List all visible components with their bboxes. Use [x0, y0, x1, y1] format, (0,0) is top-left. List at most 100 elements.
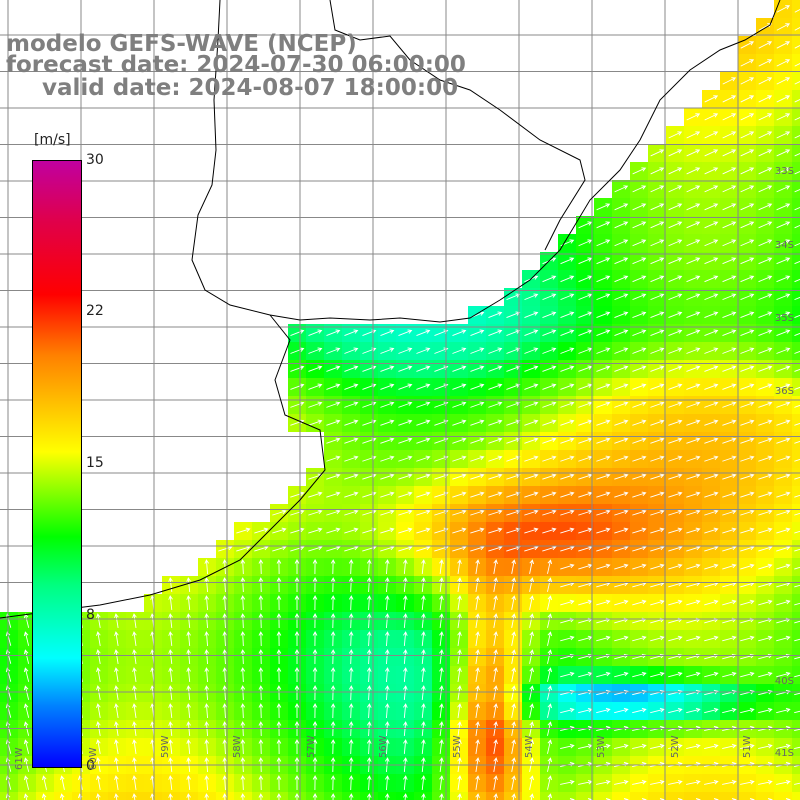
wind-arrow [614, 329, 629, 336]
wind-arrow [650, 437, 665, 444]
wind-arrow [366, 631, 372, 647]
wind-cell [792, 36, 800, 54]
wind-arrow [650, 167, 665, 175]
wind-arrow [596, 239, 611, 247]
wind-arrow [542, 383, 557, 390]
wind-arrow [704, 401, 719, 408]
wind-arrow [475, 739, 480, 754]
wind-cell [792, 216, 800, 234]
wind-cell [792, 522, 800, 540]
wind-arrow [132, 739, 137, 754]
wind-arrow [529, 739, 535, 754]
wind-arrow [312, 667, 318, 683]
wind-arrow [740, 707, 755, 714]
wind-arrow [380, 473, 395, 480]
wind-arrow [542, 329, 557, 336]
wind-arrow [240, 793, 246, 800]
wind-arrow [240, 667, 246, 683]
wind-arrow [186, 595, 191, 611]
wind-arrow [650, 743, 665, 750]
wind-arrow [475, 577, 480, 592]
wind-arrow [380, 437, 395, 444]
wind-arrow [758, 275, 773, 283]
wind-arrow [650, 509, 665, 516]
wind-arrow [493, 793, 498, 800]
wind-arrow [380, 383, 395, 390]
wind-arrow [488, 473, 503, 480]
wind-arrow [686, 365, 701, 372]
wind-arrow [470, 455, 485, 462]
wind-arrow [403, 703, 408, 719]
wind-arrow [704, 671, 719, 678]
wind-arrow [740, 635, 755, 642]
wind-arrow [290, 527, 305, 534]
wind-arrow [398, 383, 413, 390]
wind-arrow [722, 383, 737, 390]
wind-arrow [488, 437, 503, 444]
wind-arrow [794, 386, 800, 390]
colorbar-tick-0: 0 [86, 758, 95, 774]
wind-arrow [132, 685, 137, 700]
wind-arrow [493, 667, 498, 682]
wind-arrow [132, 703, 137, 718]
wind-arrow [686, 437, 701, 444]
wind-arrow [506, 419, 521, 426]
wind-arrow [384, 577, 390, 593]
wind-arrow [511, 559, 516, 574]
wind-arrow [614, 311, 629, 319]
wind-arrow [398, 473, 413, 480]
wind-arrow [794, 710, 800, 714]
wind-arrow [686, 275, 701, 283]
wind-arrow [632, 293, 647, 301]
wind-cell [792, 18, 800, 36]
wind-arrow [794, 134, 800, 139]
wind-arrow [258, 649, 264, 665]
lon-label: 54W [524, 735, 535, 758]
wind-arrow [758, 167, 773, 175]
wind-arrow [41, 775, 47, 790]
wind-arrow [560, 743, 575, 750]
wind-arrow [758, 509, 773, 516]
wind-arrow [614, 257, 629, 265]
wind-arrow [722, 347, 737, 354]
wind-arrow [240, 595, 246, 611]
wind-arrow [668, 275, 683, 283]
wind-arrow [776, 275, 791, 283]
wind-arrow [186, 613, 191, 629]
wind-arrow [366, 613, 372, 629]
wind-arrow [511, 649, 516, 664]
wind-arrow [348, 793, 354, 800]
wind-arrow [704, 311, 719, 319]
wind-arrow [344, 491, 359, 498]
wind-arrow [668, 563, 683, 570]
wind-arrow [560, 563, 575, 570]
wind-cell [792, 414, 800, 432]
wind-arrow [632, 599, 647, 606]
wind-arrow [614, 239, 629, 247]
wind-arrow [290, 347, 305, 354]
wind-arrow [542, 365, 557, 372]
wind-cell [792, 198, 800, 216]
wind-cell [648, 792, 666, 800]
wind-cell [792, 72, 800, 90]
wind-arrow [488, 455, 503, 462]
wind-arrow [740, 239, 755, 247]
wind-arrow [596, 455, 611, 462]
wind-arrow [722, 779, 737, 785]
wind-arrow [650, 599, 665, 606]
wind-arrow [560, 365, 575, 372]
wind-arrow [668, 365, 683, 372]
wind-arrow [470, 401, 485, 408]
wind-arrow [722, 401, 737, 408]
wind-arrow [511, 775, 516, 790]
wind-arrow [542, 509, 557, 516]
wind-arrow [704, 491, 719, 498]
wind-arrow [96, 793, 101, 800]
wind-arrow [668, 491, 683, 498]
wind-arrow [740, 257, 755, 265]
wind-arrow [457, 577, 462, 592]
wind-arrow [740, 149, 755, 157]
wind-arrow [96, 613, 101, 628]
wind-arrow [668, 257, 683, 265]
wind-arrow [204, 667, 210, 683]
